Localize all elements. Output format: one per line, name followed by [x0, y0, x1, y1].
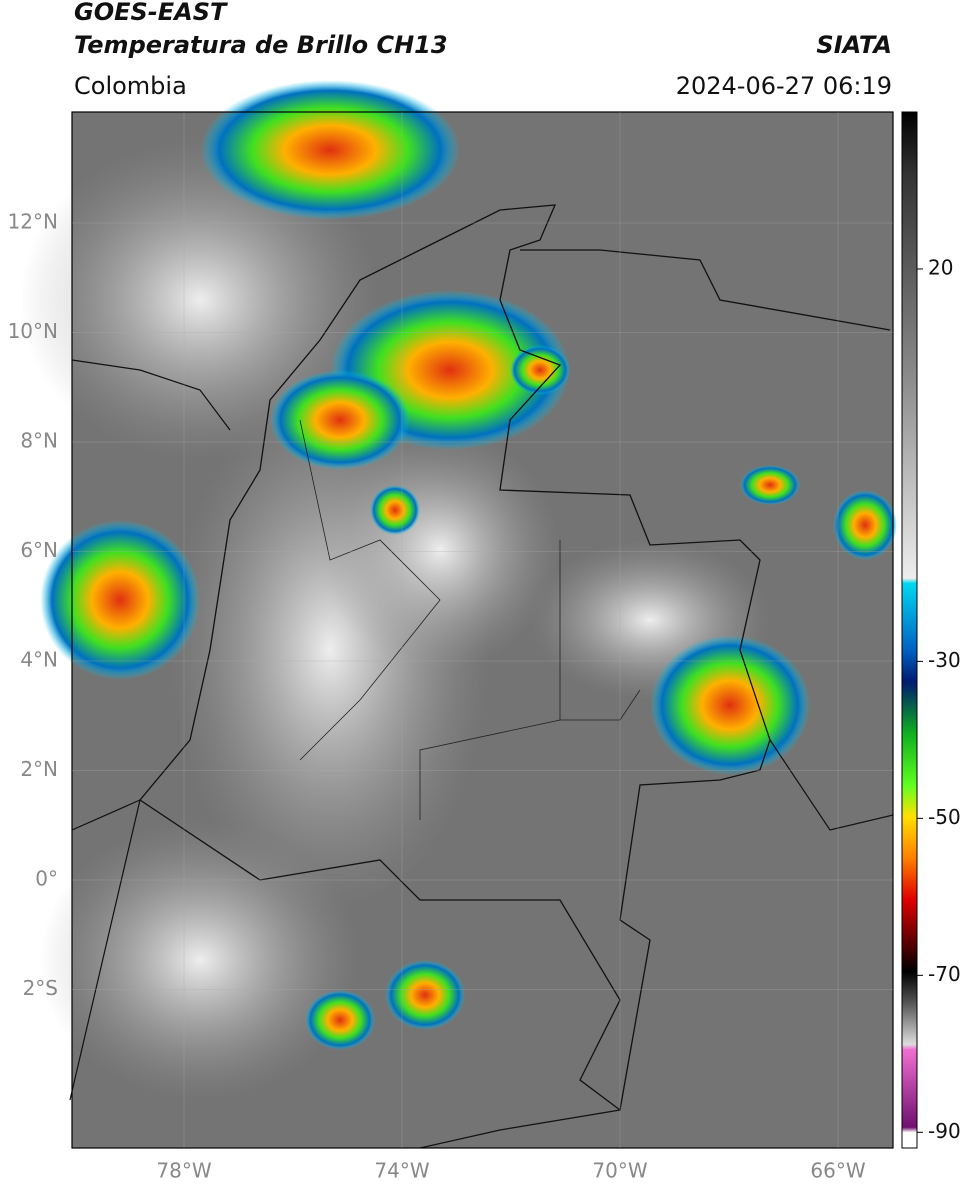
- lat-label: 6°N: [20, 538, 58, 562]
- lat-label: 12°N: [8, 210, 58, 234]
- subtitle: Temperatura de Brillo CH13: [74, 31, 448, 59]
- colorbar-tick-label: 20: [928, 255, 953, 279]
- lat-label: 8°N: [20, 429, 58, 453]
- title: GOES-EAST: [74, 0, 228, 26]
- map: [20, 80, 897, 1149]
- lat-label: 0°: [35, 867, 58, 891]
- colorbar-tick-label: -70: [928, 962, 961, 986]
- lon-label: 66°W: [810, 1159, 865, 1183]
- region: Colombia: [74, 72, 187, 100]
- datetime: 2024-06-27 06:19: [676, 72, 892, 100]
- colorbar-tick-label: -50: [928, 805, 961, 829]
- lat-label: 2°S: [23, 976, 58, 1000]
- lon-label: 70°W: [592, 1159, 647, 1183]
- lat-label: 10°N: [8, 319, 58, 343]
- lat-label: 4°N: [20, 648, 58, 672]
- source: SIATA: [816, 31, 892, 59]
- lon-label: 74°W: [374, 1159, 429, 1183]
- colorbar-tick-label: -30: [928, 648, 961, 672]
- colorbar-tick-label: -90: [928, 1119, 961, 1143]
- colorbar: [901, 111, 918, 1149]
- lon-label: 78°W: [156, 1159, 211, 1183]
- lat-label: 2°N: [20, 757, 58, 781]
